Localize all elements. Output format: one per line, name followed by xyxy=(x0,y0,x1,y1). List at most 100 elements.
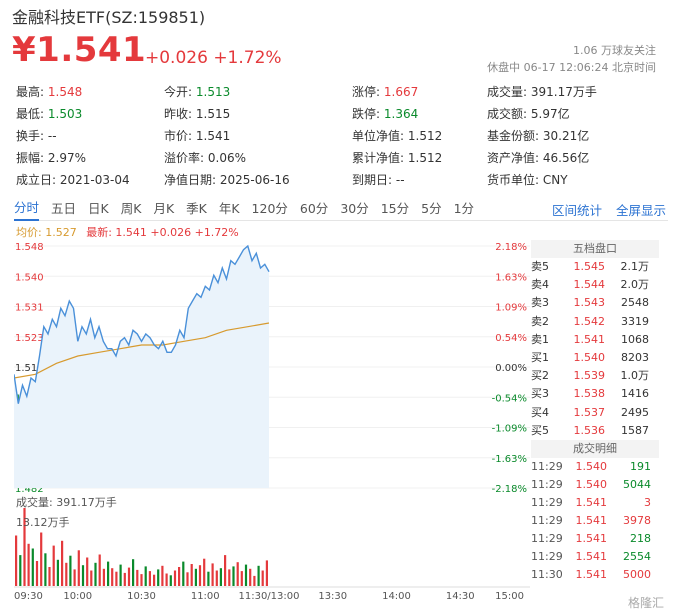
stat-item: 货币单位: CNY xyxy=(487,172,647,189)
volume-bar xyxy=(86,557,89,586)
pct-tick-label: -1.63% xyxy=(492,454,527,465)
tab-7[interactable]: 120分 xyxy=(251,200,288,216)
price-area xyxy=(14,246,269,488)
order-book-row: 买1 1.540 8203 xyxy=(531,349,659,367)
stat-value: 46.56亿 xyxy=(542,151,590,165)
tab-11[interactable]: 5分 xyxy=(421,200,442,216)
volume-bar xyxy=(115,571,118,586)
stat-item: 振幅: 2.97% xyxy=(16,150,164,167)
avg-price-line xyxy=(14,322,270,379)
trade-time: 11:29 xyxy=(531,513,563,527)
stat-item: 市价: 1.541 xyxy=(164,128,352,145)
stat-value: 391.17万手 xyxy=(530,85,597,99)
order-side: 买4 xyxy=(531,405,549,419)
x-tick-label: 10:00 xyxy=(63,591,92,602)
trade-time: 11:29 xyxy=(531,495,563,509)
volume-bar xyxy=(56,559,59,586)
tab-12[interactable]: 1分 xyxy=(453,200,475,216)
order-book-row: 卖5 1.545 2.1万 xyxy=(531,258,659,276)
trades-title: 成交明细 xyxy=(531,439,659,458)
y-tick-label: 1.548 xyxy=(15,242,44,253)
volume-bar xyxy=(19,555,22,586)
x-tick-label: 14:30 xyxy=(446,591,475,602)
stat-value: 1.667 xyxy=(383,85,419,99)
order-price: 1.541 xyxy=(573,332,606,346)
tab-6[interactable]: 年K xyxy=(218,200,240,216)
tab-links: 区间统计 全屏显示 xyxy=(542,200,666,219)
interval-stats-link[interactable]: 区间统计 xyxy=(551,203,602,218)
volume-bar xyxy=(224,555,227,586)
tab-2[interactable]: 日K xyxy=(88,200,109,216)
stat-label: 最低: xyxy=(16,107,45,121)
trade-row: 11:29 1.541 3 xyxy=(531,494,659,512)
tab-5[interactable]: 季K xyxy=(186,200,207,216)
stat-item: 最低: 1.503 xyxy=(16,106,164,123)
volume-bar xyxy=(27,543,30,586)
order-price: 1.537 xyxy=(573,405,606,419)
stat-label: 净值日期: xyxy=(164,173,217,187)
stat-item: 涨停: 1.667 xyxy=(352,84,487,101)
volume-bar xyxy=(15,535,18,586)
order-side: 卖2 xyxy=(531,314,549,328)
x-tick-label: 10:30 xyxy=(127,591,156,602)
order-book-row: 卖3 1.543 2548 xyxy=(531,294,659,312)
volume-bar xyxy=(153,574,156,586)
volume-bar xyxy=(123,572,126,586)
volume-bar xyxy=(236,562,239,586)
volume-bar xyxy=(102,568,105,586)
volume-bar xyxy=(207,571,210,586)
order-book-title: 五档盘口 xyxy=(531,240,659,258)
fullscreen-link[interactable]: 全屏显示 xyxy=(615,203,666,218)
tab-9[interactable]: 30分 xyxy=(340,200,369,216)
order-price: 1.544 xyxy=(573,278,606,292)
trade-row: 11:30 1.541 5000 xyxy=(531,566,659,584)
stat-label: 成立日: xyxy=(16,173,57,187)
volume-bar xyxy=(215,570,218,586)
stat-value: 1.503 xyxy=(47,107,83,121)
stat-value: 1.513 xyxy=(195,85,231,99)
volume-bar xyxy=(94,562,97,586)
stat-item: 溢价率: 0.06% xyxy=(164,150,352,167)
volume-bar xyxy=(240,571,243,586)
order-book: 卖5 1.545 2.1万 卖4 1.544 2.0万 卖3 1.543 2548 卖2 1.542… xyxy=(531,258,659,440)
legend-avg: 均价: 1.527 xyxy=(16,226,77,239)
volume-bar xyxy=(132,559,135,586)
tab-8[interactable]: 60分 xyxy=(299,200,329,216)
follower-count[interactable]: 1.06 万球友关注 xyxy=(573,44,656,57)
trade-price: 1.541 xyxy=(575,549,608,563)
trade-row: 11:29 1.541 218 xyxy=(531,530,659,548)
stat-value: -- xyxy=(47,129,57,143)
stat-label: 换手: xyxy=(16,129,45,143)
order-book-row: 买3 1.538 1416 xyxy=(531,385,659,403)
trade-qty: 2554 xyxy=(623,549,651,563)
stat-label: 跌停: xyxy=(352,107,381,121)
stat-value: 30.21亿 xyxy=(542,129,590,143)
order-side: 卖5 xyxy=(531,260,549,273)
stat-label: 单位净值: xyxy=(352,129,405,143)
intraday-chart[interactable]: 1.548 2.18% 1.540 1.63% 1.531 1.09% 1.523 0.54%… xyxy=(14,236,530,603)
stat-value: 1.548 xyxy=(47,85,83,99)
order-price: 1.540 xyxy=(573,350,606,364)
chart-legend: 均价: 1.527 最新: 1.541 +0.026 +1.72% xyxy=(16,224,239,240)
order-price: 1.545 xyxy=(573,260,606,273)
tab-0[interactable]: 分时 xyxy=(14,197,40,221)
stat-label: 昨收: xyxy=(164,107,193,121)
order-qty: 8203 xyxy=(621,350,649,364)
pct-tick-label: -1.09% xyxy=(492,424,527,435)
y-tick-label: 1.540 xyxy=(15,272,44,283)
volume-bar xyxy=(211,563,214,586)
volume-bar xyxy=(244,564,248,586)
trade-row: 11:29 1.540 191 xyxy=(531,458,659,476)
tab-4[interactable]: 月K xyxy=(153,200,175,216)
tab-1[interactable]: 五日 xyxy=(51,200,77,216)
tab-3[interactable]: 周K xyxy=(120,200,142,216)
x-tick-label: 13:30 xyxy=(318,591,347,602)
volume-bar xyxy=(203,558,206,586)
order-price: 1.538 xyxy=(573,387,606,401)
volume-bar xyxy=(178,567,181,586)
volume-bar xyxy=(148,571,151,586)
trade-qty: 5000 xyxy=(623,567,651,581)
tab-10[interactable]: 15分 xyxy=(380,200,410,216)
x-tick-label: 11:30/13:00 xyxy=(238,591,299,602)
stat-label: 成交量: xyxy=(487,85,528,99)
